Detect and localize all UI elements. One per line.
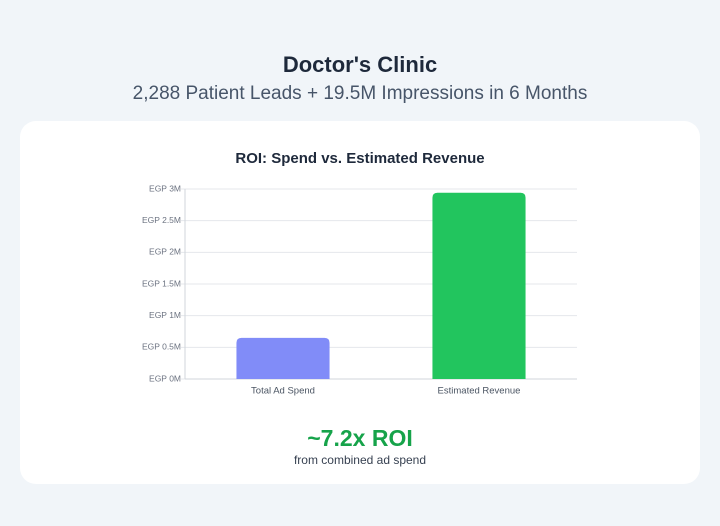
x-tick-label: Total Ad Spend	[251, 386, 315, 397]
y-tick-label: EGP 0M	[149, 373, 181, 383]
chart-title: ROI: Spend vs. Estimated Revenue	[235, 150, 484, 167]
page-title: Doctor's Clinic	[283, 52, 437, 77]
y-tick-label: EGP 0.5M	[142, 342, 181, 352]
y-tick-label: EGP 2.5M	[142, 215, 181, 225]
y-tick-label: EGP 2M	[149, 247, 181, 257]
roi-caption: from combined ad spend	[294, 453, 426, 467]
y-tick-label: EGP 1M	[149, 310, 181, 320]
y-tick-label: EGP 3M	[149, 183, 181, 193]
y-tick-label: EGP 1.5M	[142, 278, 181, 288]
roi-value: ~7.2x ROI	[307, 425, 412, 451]
bar	[432, 192, 526, 379]
page-subtitle: 2,288 Patient Leads + 19.5M Impressions …	[133, 83, 588, 104]
bar	[236, 337, 330, 379]
card	[20, 121, 700, 484]
x-tick-label: Estimated Revenue	[438, 386, 521, 397]
